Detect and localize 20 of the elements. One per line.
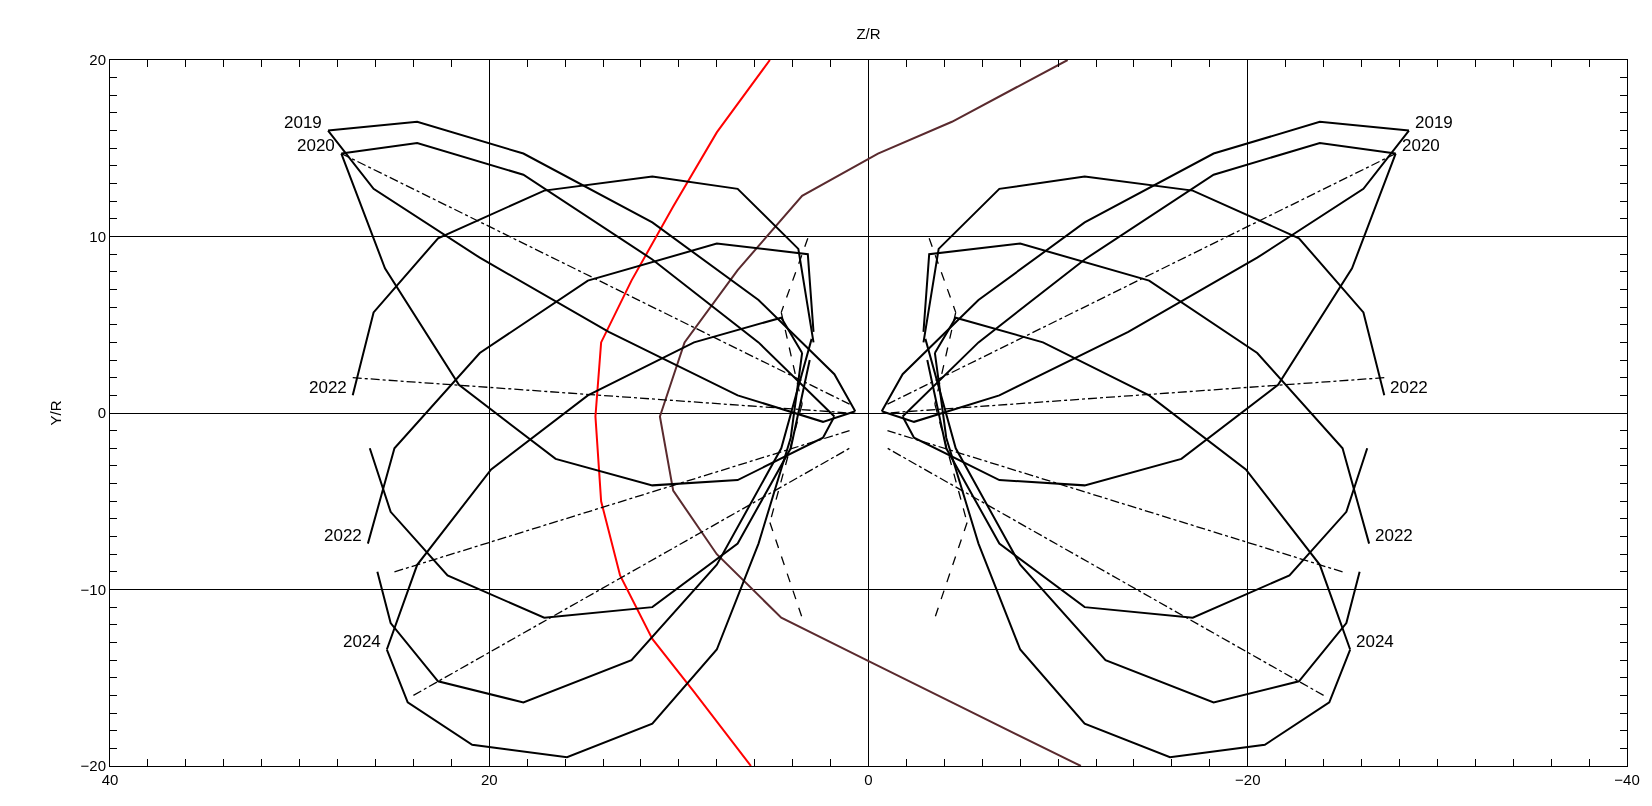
x-tick-label: −20 xyxy=(1235,771,1261,788)
annotation: 2022 xyxy=(1390,378,1428,397)
x-tick-label: 0 xyxy=(864,771,873,788)
x-tick-label: 20 xyxy=(480,771,498,788)
y-tick-label: −10 xyxy=(80,580,106,598)
annotation: 2024 xyxy=(1356,632,1394,651)
x-tick-label: −40 xyxy=(1614,771,1640,788)
annotation: 2020 xyxy=(1402,136,1440,155)
annotation: 2024 xyxy=(343,632,381,651)
y-tick-label: 0 xyxy=(97,404,106,422)
y-axis-title: Y/R xyxy=(46,400,64,426)
annotation: 2022 xyxy=(309,378,347,397)
y-tick-label: 20 xyxy=(89,51,106,69)
annotation: 2020 xyxy=(297,136,335,155)
annotation: 2022 xyxy=(324,526,362,545)
y-tick-label: 10 xyxy=(89,227,106,245)
x-axis-title: Z/R xyxy=(856,25,881,43)
annotation: 2019 xyxy=(284,113,322,132)
annotation: 2019 xyxy=(1415,113,1453,132)
annotation: 2022 xyxy=(1375,526,1413,545)
